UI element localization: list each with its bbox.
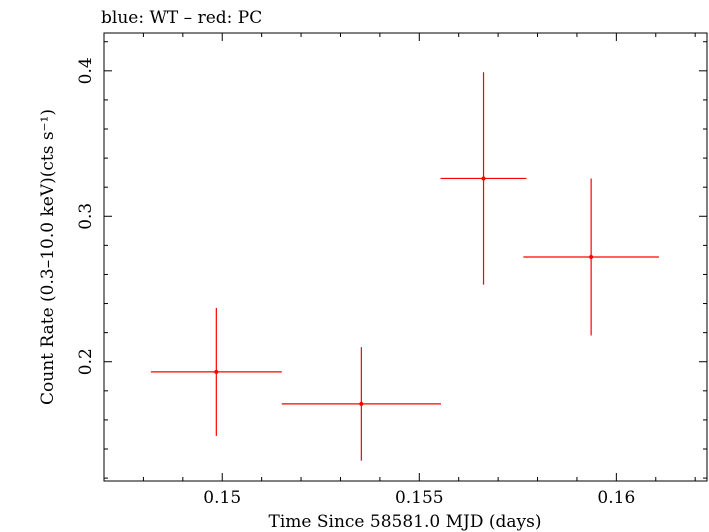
y-tick-label: 0.2 <box>76 348 96 375</box>
x-axis-label: Time Since 58581.0 MJD (days) <box>269 512 542 532</box>
data-point <box>440 72 527 285</box>
x-tick-label: 0.15 <box>203 488 241 508</box>
plot-frame <box>103 32 708 482</box>
data-point <box>281 347 441 461</box>
point-marker <box>359 401 364 406</box>
x-tick-label: 0.16 <box>597 488 635 508</box>
y-tick-label: 0.3 <box>76 203 96 230</box>
data-points <box>150 72 659 461</box>
data-point <box>150 307 282 436</box>
axis-ticks: 0.15 0.155 0.16 0.2 0.3 0.4 <box>76 33 707 508</box>
point-marker <box>481 176 486 181</box>
chart-title: blue: WT – red: PC <box>101 8 262 28</box>
data-point <box>523 178 659 336</box>
y-axis-label: Count Rate (0.3–10.0 keV)(cts s⁻¹) <box>38 109 58 405</box>
y-tick-label: 0.4 <box>76 57 96 84</box>
x-tick-label: 0.155 <box>395 488 444 508</box>
point-marker <box>589 255 594 259</box>
point-marker <box>214 369 219 374</box>
